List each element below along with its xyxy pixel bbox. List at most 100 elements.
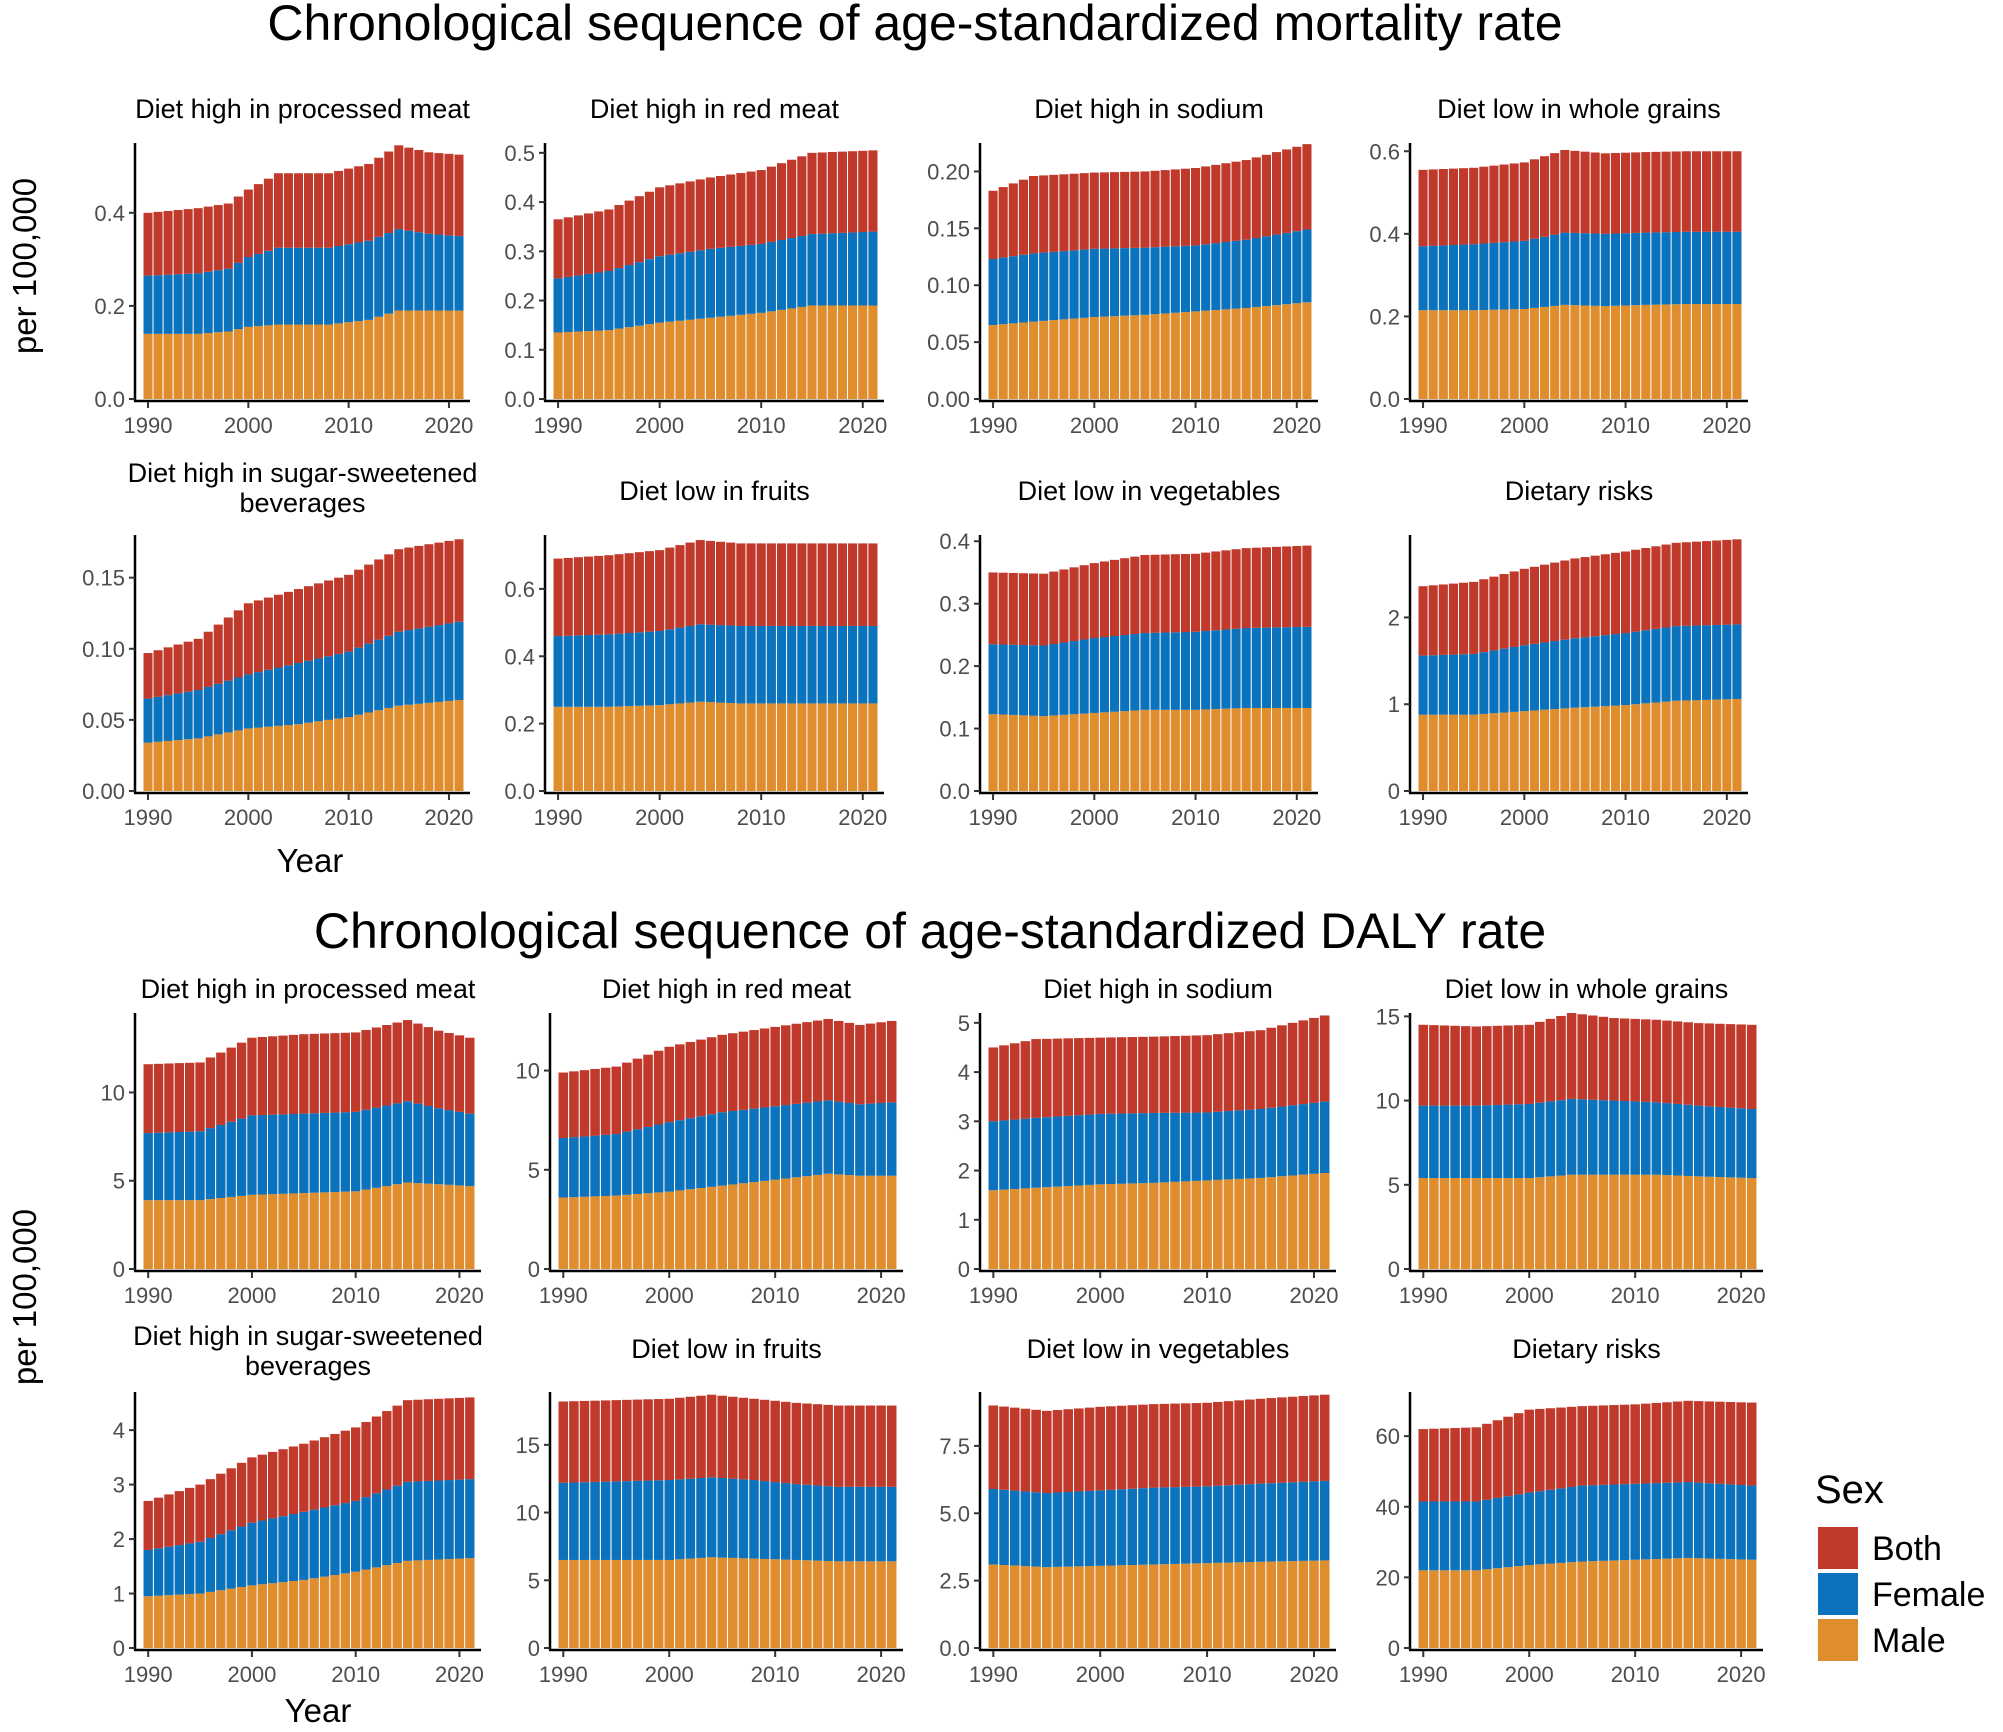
bar-segment-male [1059, 714, 1069, 791]
bar-segment-both [444, 1033, 454, 1111]
bar-segment-male [665, 704, 675, 791]
bar-segment-both [1272, 546, 1282, 628]
bar-segment-both [614, 554, 624, 634]
bar-segment-male [364, 319, 374, 399]
bar-segment-female [1619, 1484, 1630, 1561]
bar-segment-female [205, 1128, 216, 1200]
x-tick-label: 2020 [424, 805, 473, 830]
bar-segment-male [844, 1175, 855, 1269]
bar-segment-male [1580, 305, 1590, 399]
bar-segment-male [632, 1193, 643, 1269]
bar-segment-female [1052, 1116, 1063, 1187]
bar-segment-both [624, 553, 634, 634]
x-tick-label: 2000 [645, 1662, 694, 1687]
bar-segment-male [185, 1200, 195, 1269]
bar-segment-male [163, 333, 173, 399]
bar-segment-male [797, 306, 807, 399]
bar-segment-female [756, 243, 766, 313]
bar-segment-female [173, 274, 183, 334]
bar-segment-both [1621, 551, 1631, 634]
panel-title: Diet low in fruits [631, 1334, 822, 1364]
x-tick-label: 2000 [1505, 1662, 1554, 1687]
bar-segment-female [1693, 1482, 1704, 1559]
bar-segment-both [1201, 166, 1211, 245]
bar-segment-male [195, 1593, 205, 1648]
bar-segment-female [1712, 231, 1722, 305]
bar-segment-both [1439, 1025, 1450, 1106]
bar-segment-male [404, 310, 414, 399]
bar-segment-male [233, 329, 243, 399]
bar-segment-female [1600, 233, 1610, 307]
bar-segment-both [827, 543, 837, 626]
bar-segment-male [1170, 312, 1180, 399]
bar-segment-both [278, 1035, 288, 1115]
bar-segment-both [174, 1491, 184, 1546]
bar-segment-male [226, 1588, 236, 1648]
bar-segment-male [1621, 705, 1631, 791]
bar-segment-male [434, 310, 444, 399]
bar-segment-female [807, 234, 817, 306]
bar-segment-female [573, 635, 583, 707]
chart-panel: Diet low in vegetables0.00.10.20.30.4199… [939, 476, 1321, 830]
bar-segment-female [848, 625, 858, 704]
bar-segment-female [253, 253, 263, 327]
bar-segment-both [876, 1022, 886, 1103]
bar-segment-male [1540, 709, 1550, 791]
bar-segment-male [1681, 304, 1691, 399]
bar-segment-male [382, 1565, 392, 1648]
bar-segment-female [1020, 1118, 1031, 1189]
bar-segment-male [1621, 305, 1631, 399]
bar-segment-female [1202, 1486, 1212, 1564]
bar-segment-both [173, 210, 183, 275]
bar-segment-both [174, 1063, 184, 1132]
bar-segment-male [624, 706, 634, 791]
bar-segment-male [776, 703, 787, 791]
bar-segment-male [1715, 1177, 1725, 1269]
bar-segment-both [1619, 1018, 1630, 1101]
bar-segment-male [664, 1559, 674, 1648]
bar-segment-both [1619, 1404, 1630, 1485]
bar-segment-male [1241, 707, 1251, 791]
bar-segment-female [374, 236, 384, 317]
bar-segment-both [696, 1395, 706, 1479]
bar-segment-both [766, 166, 776, 242]
bar-segment-both [988, 1047, 999, 1122]
bar-segment-both [1095, 1037, 1106, 1114]
bar-segment-both [444, 153, 454, 236]
bar-segment-both [1513, 1025, 1524, 1105]
bar-segment-male [1722, 304, 1732, 399]
bar-segment-female [424, 233, 434, 311]
x-tick-label: 1990 [1399, 413, 1448, 438]
bar-segment-male [1489, 309, 1499, 399]
bar-segment-male [802, 1560, 812, 1648]
bar-segment-female [1251, 238, 1261, 308]
bar-segment-male [1693, 1176, 1704, 1269]
bar-segment-male [233, 730, 243, 791]
bar-segment-female [1590, 233, 1600, 306]
bar-segment-female [1201, 631, 1211, 710]
bar-segment-both [1277, 1397, 1287, 1483]
bar-segment-male [183, 739, 193, 791]
bar-segment-male [1450, 1570, 1460, 1648]
y-tick-label: 0.6 [1369, 139, 1400, 164]
bar-segment-both [288, 1446, 299, 1515]
bar-segment-female [330, 1112, 340, 1193]
y-tick-label: 10 [101, 1080, 125, 1105]
bar-segment-both [1460, 1026, 1471, 1106]
bar-segment-both [695, 179, 705, 251]
bar-segment-male [1245, 1178, 1255, 1269]
bar-segment-female [643, 1480, 653, 1560]
bar-segment-both [1661, 544, 1671, 628]
bar-segment-female [1577, 1485, 1587, 1562]
bar-segment-both [583, 213, 594, 274]
bar-segment-female [675, 253, 685, 321]
bar-segment-both [756, 543, 766, 626]
bar-segment-male [205, 1591, 216, 1648]
bar-segment-both [1150, 170, 1160, 248]
bar-segment-male [604, 706, 614, 791]
bar-segment-both [827, 152, 837, 234]
bar-segment-female [268, 1518, 278, 1584]
bar-segment-both [1159, 1403, 1170, 1488]
bar-segment-male [1428, 310, 1438, 399]
